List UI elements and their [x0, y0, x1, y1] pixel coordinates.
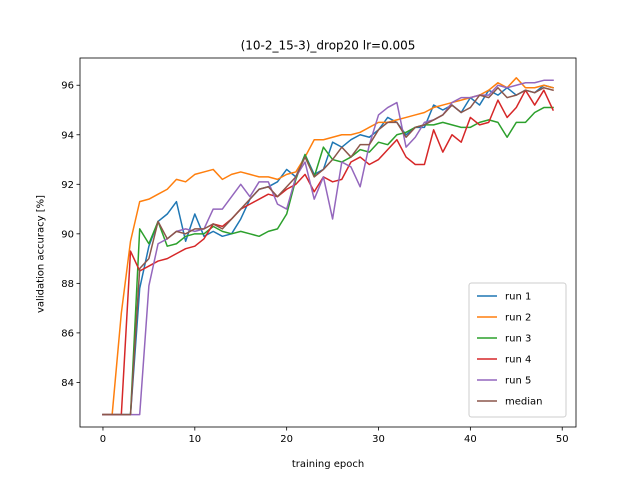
- y-tick-label: 94: [61, 130, 74, 141]
- axes-frame: [79, 57, 577, 428]
- series-line-run-1: [102, 84, 554, 416]
- x-tick-label: 10: [188, 434, 201, 445]
- y-tick-label: 88: [61, 279, 74, 290]
- legend-label-run-5: run 5: [505, 376, 531, 387]
- legend-label-run-1: run 1: [505, 292, 531, 303]
- x-tick-label: 50: [556, 434, 569, 445]
- y-tick-label: 96: [61, 81, 74, 92]
- y-tick-label: 84: [61, 378, 74, 389]
- series-lines: [102, 77, 555, 416]
- y-tick-label: 92: [61, 180, 74, 191]
- series-line-run-5: [102, 79, 554, 416]
- plot-area: [102, 77, 555, 416]
- y-tick-label: 90: [61, 229, 74, 240]
- axes: 0 10 20 30 40 50 84 86 88 90 92 94 96: [61, 57, 577, 445]
- legend-label-run-2: run 2: [505, 313, 531, 324]
- x-tick-label: 20: [280, 434, 293, 445]
- y-tick-label: 86: [61, 328, 74, 339]
- chart-title: (10-2_15-3)_drop20 lr=0.005: [241, 39, 416, 53]
- legend-label-run-4: run 4: [505, 355, 531, 366]
- series-line-run-4: [102, 89, 555, 416]
- legend: run 1 run 2 run 3 run 4 run 5 median: [468, 282, 567, 418]
- legend-label-run-3: run 3: [505, 334, 531, 345]
- x-axis-label: training epoch: [292, 459, 364, 470]
- x-tick-label: 0: [100, 434, 106, 445]
- x-tick-label: 40: [464, 434, 477, 445]
- series-line-median: [102, 86, 554, 416]
- y-axis-label: validation accuracy [%]: [36, 195, 47, 313]
- legend-label-median: median: [505, 397, 543, 408]
- x-tick-label: 30: [372, 434, 385, 445]
